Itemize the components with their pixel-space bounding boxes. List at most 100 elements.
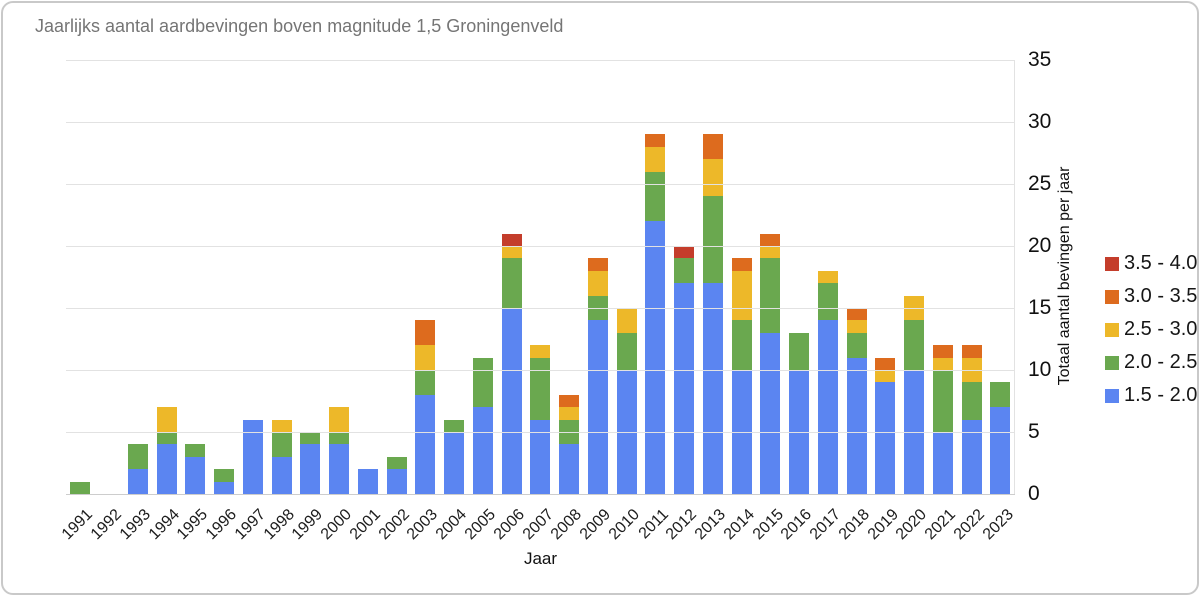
bar-segment-1998-2.5-3.0 <box>271 419 292 433</box>
bar-segment-2000-2.5-3.0 <box>329 407 350 433</box>
bar-segment-2017-2.0-2.5 <box>817 283 838 321</box>
bar-segment-1998-2.0-2.5 <box>271 432 292 457</box>
legend-item-1.5-2.0: 1.5 - 2.0 <box>1105 379 1197 412</box>
bar-segment-2005-1.5-2.0 <box>472 407 493 494</box>
bar-cell-2009 <box>584 60 613 494</box>
plot-right-border <box>1014 60 1015 494</box>
bar-segment-2011-3.0-3.5 <box>645 134 666 147</box>
bar-segment-1998-1.5-2.0 <box>271 456 292 494</box>
bar-segment-2003-3.0-3.5 <box>415 320 436 346</box>
bar-segment-2007-2.5-3.0 <box>530 345 551 358</box>
bar-cell-2002 <box>382 60 411 494</box>
bar-segment-1996-2.0-2.5 <box>214 469 235 482</box>
gridline-10 <box>66 370 1015 371</box>
bar-segment-2018-2.5-3.0 <box>846 320 867 333</box>
bar-segment-2014-3.0-3.5 <box>731 258 752 271</box>
bar-1999 <box>300 432 321 494</box>
bar-1998 <box>271 419 292 494</box>
bar-segment-2019-2.5-3.0 <box>875 370 896 383</box>
bar-2022 <box>961 345 982 494</box>
bar-segment-1999-1.5-2.0 <box>300 444 321 494</box>
bar-1995 <box>185 444 206 494</box>
legend-swatch-icon <box>1105 388 1119 403</box>
bar-segment-2011-2.5-3.0 <box>645 146 666 172</box>
bar-2009 <box>587 258 608 494</box>
bar-2010 <box>616 308 637 494</box>
legend-swatch-icon <box>1105 289 1119 304</box>
bar-2004 <box>444 419 465 494</box>
legend-swatch-icon <box>1105 256 1119 271</box>
bar-segment-2001-1.5-2.0 <box>357 469 378 494</box>
bar-segment-2006-2.5-3.0 <box>501 246 522 259</box>
bar-segment-1994-2.5-3.0 <box>156 407 177 433</box>
bar-2013 <box>702 134 723 494</box>
bar-cell-1999 <box>296 60 325 494</box>
plot-area <box>66 60 1015 495</box>
bar-segment-2000-1.5-2.0 <box>329 444 350 494</box>
y-tick-label-15: 15 <box>1028 296 1052 319</box>
y-tick-label-35: 35 <box>1028 48 1052 71</box>
bar-cell-2011 <box>641 60 670 494</box>
bar-1994 <box>156 407 177 494</box>
bar-cell-2020 <box>900 60 929 494</box>
bar-cell-2021 <box>929 60 958 494</box>
bar-segment-2012-3.5-4.0 <box>674 246 695 259</box>
bar-segment-1994-1.5-2.0 <box>156 444 177 494</box>
bar-cell-2022 <box>957 60 986 494</box>
bar-segment-2003-1.5-2.0 <box>415 394 436 494</box>
bar-2002 <box>386 456 407 494</box>
bar-segment-2021-3.0-3.5 <box>932 345 953 358</box>
y-tick-label-20: 20 <box>1028 234 1052 257</box>
bar-segment-2006-3.5-4.0 <box>501 233 522 247</box>
legend-swatch-icon <box>1105 322 1119 337</box>
bar-cell-2023 <box>986 60 1015 494</box>
bar-segment-2013-2.0-2.5 <box>702 196 723 284</box>
bar-segment-2022-2.0-2.5 <box>961 382 982 420</box>
bar-segment-2013-3.0-3.5 <box>702 134 723 160</box>
bar-2008 <box>559 394 580 494</box>
bar-segment-2017-2.5-3.0 <box>817 270 838 284</box>
y-tick-label-5: 5 <box>1028 420 1040 443</box>
bar-segment-1994-2.0-2.5 <box>156 432 177 445</box>
bar-segment-2006-1.5-2.0 <box>501 308 522 494</box>
bar-segment-2004-1.5-2.0 <box>444 432 465 494</box>
legend-item-2.5-3.0: 2.5 - 3.0 <box>1105 313 1197 346</box>
bar-segment-1993-1.5-2.0 <box>127 469 148 494</box>
bar-cell-1992 <box>95 60 124 494</box>
gridline-35 <box>66 60 1015 61</box>
bar-2015 <box>760 233 781 494</box>
legend: 3.5 - 4.0 3.0 - 3.5 2.5 - 3.0 2.0 - 2.5 1.5 … <box>1105 247 1197 412</box>
bar-segment-2017-1.5-2.0 <box>817 320 838 494</box>
bar-segment-2003-2.0-2.5 <box>415 370 436 395</box>
bar-segment-2015-2.5-3.0 <box>760 246 781 259</box>
bar-cell-2019 <box>871 60 900 494</box>
bar-cell-2012 <box>670 60 699 494</box>
bar-segment-2010-2.0-2.5 <box>616 332 637 370</box>
legend-item-3.5-4.0: 3.5 - 4.0 <box>1105 247 1197 280</box>
bar-cell-2015 <box>756 60 785 494</box>
legend-item-2.0-2.5: 2.0 - 2.5 <box>1105 346 1197 379</box>
bar-segment-2003-2.5-3.0 <box>415 345 436 371</box>
bar-segment-2012-2.0-2.5 <box>674 258 695 284</box>
bar-1991 <box>70 481 91 494</box>
bar-2003 <box>415 320 436 494</box>
bar-1996 <box>214 469 235 494</box>
bar-segment-2018-2.0-2.5 <box>846 332 867 358</box>
legend-label: 3.5 - 4.0 <box>1124 252 1198 274</box>
bar-cell-2013 <box>699 60 728 494</box>
bar-segment-2022-3.0-3.5 <box>961 345 982 358</box>
bar-segment-2020-2.0-2.5 <box>904 320 925 370</box>
gridline-0 <box>66 494 1015 495</box>
bar-segment-1999-2.0-2.5 <box>300 432 321 445</box>
bar-cell-2016 <box>785 60 814 494</box>
y-tick-label-0: 0 <box>1028 482 1040 505</box>
y-axis-title: Totaal aantal bevingen per jaar <box>1056 166 1073 386</box>
bar-2001 <box>357 469 378 494</box>
bar-segment-2014-2.0-2.5 <box>731 320 752 370</box>
bar-cell-2003 <box>411 60 440 494</box>
gridline-20 <box>66 246 1015 247</box>
bar-segment-2008-2.5-3.0 <box>559 407 580 420</box>
bar-2021 <box>932 345 953 494</box>
bar-cell-2008 <box>555 60 584 494</box>
bar-segment-2019-3.0-3.5 <box>875 357 896 371</box>
